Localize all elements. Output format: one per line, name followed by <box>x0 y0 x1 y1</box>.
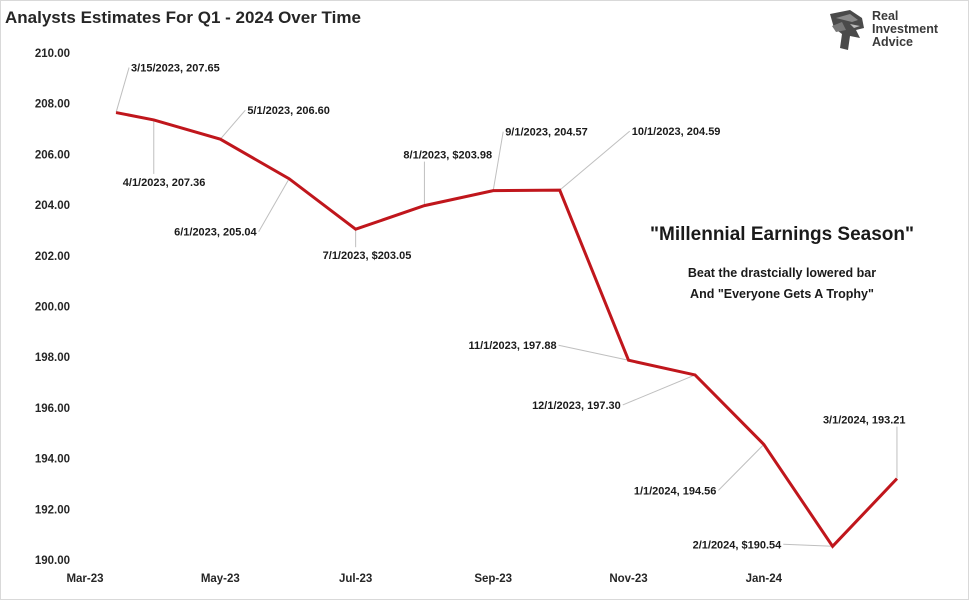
brand-name: Real Investment Advice <box>872 10 938 49</box>
data-label: 4/1/2023, 207.36 <box>123 177 206 189</box>
y-tick-label: 198.00 <box>35 352 70 364</box>
brand-line-2: Investment <box>872 22 938 36</box>
data-label: 3/1/2024, 193.21 <box>823 415 906 427</box>
estimate-series <box>115 111 899 549</box>
x-tick-label: Sep-23 <box>474 573 512 585</box>
chart-title: Analysts Estimates For Q1 - 2024 Over Ti… <box>5 8 361 27</box>
annotation: "Millennial Earnings Season" Beat the dr… <box>650 224 914 301</box>
data-label: 1/1/2024, 194.56 <box>634 485 717 497</box>
data-label: 3/15/2023, 207.65 <box>131 63 220 75</box>
annotation-title: "Millennial Earnings Season" <box>650 224 914 245</box>
data-label: 6/1/2023, 205.04 <box>174 227 257 239</box>
x-tick-label: Jul-23 <box>339 573 372 585</box>
x-tick-label: Jan-24 <box>746 573 783 585</box>
data-label: 5/1/2023, 206.60 <box>247 105 330 117</box>
brand-line-3: Advice <box>872 35 913 49</box>
data-label: 12/1/2023, 197.30 <box>532 400 621 412</box>
x-tick-label: May-23 <box>201 573 240 585</box>
data-label: 8/1/2023, $203.98 <box>403 150 492 162</box>
leader-line <box>622 374 696 406</box>
y-tick-label: 192.00 <box>35 504 70 516</box>
series-line <box>115 111 899 549</box>
data-label: 2/1/2024, $190.54 <box>693 539 783 551</box>
data-labels: 3/15/2023, 207.65 4/1/2023, 207.36 5/1/202… <box>123 63 906 552</box>
y-tick-label: 196.00 <box>35 403 70 415</box>
y-tick-label: 204.00 <box>35 200 70 212</box>
y-tick-label: 190.00 <box>35 555 70 567</box>
data-label: 9/1/2023, 204.57 <box>505 127 588 139</box>
annotation-line-2: And "Everyone Gets A Trophy" <box>690 287 874 301</box>
leader-line <box>258 178 290 232</box>
leader-line <box>558 344 629 361</box>
label-leader-lines <box>115 67 898 547</box>
y-tick-label: 202.00 <box>35 251 70 263</box>
eagle-head-icon <box>830 10 864 50</box>
brand-logo: Real Investment Advice <box>826 8 956 52</box>
x-axis: Mar-23 May-23 Jul-23 Sep-23 Nov-23 Jan-24 <box>66 573 782 585</box>
y-axis: 190.00 192.00 194.00 196.00 198.00 200.00 202.… <box>35 48 70 567</box>
x-tick-label: Nov-23 <box>609 573 647 585</box>
y-tick-label: 206.00 <box>35 149 70 161</box>
data-label: 11/1/2023, 197.88 <box>469 340 557 352</box>
leader-line <box>559 130 631 191</box>
data-label: 7/1/2023, $203.05 <box>323 250 412 262</box>
annotation-line-1: Beat the drastcially lowered bar <box>688 266 876 280</box>
x-tick-label: Mar-23 <box>66 573 103 585</box>
brand-line-1: Real <box>872 9 899 23</box>
leader-line <box>115 67 130 113</box>
leader-line <box>219 109 246 140</box>
leader-line <box>492 131 504 191</box>
leader-line <box>783 543 833 547</box>
y-tick-label: 208.00 <box>35 99 70 111</box>
leader-line <box>718 444 765 491</box>
y-tick-label: 210.00 <box>35 48 70 60</box>
y-tick-label: 200.00 <box>35 302 70 314</box>
y-tick-label: 194.00 <box>35 454 70 466</box>
data-label: 10/1/2023, 204.59 <box>632 126 721 138</box>
